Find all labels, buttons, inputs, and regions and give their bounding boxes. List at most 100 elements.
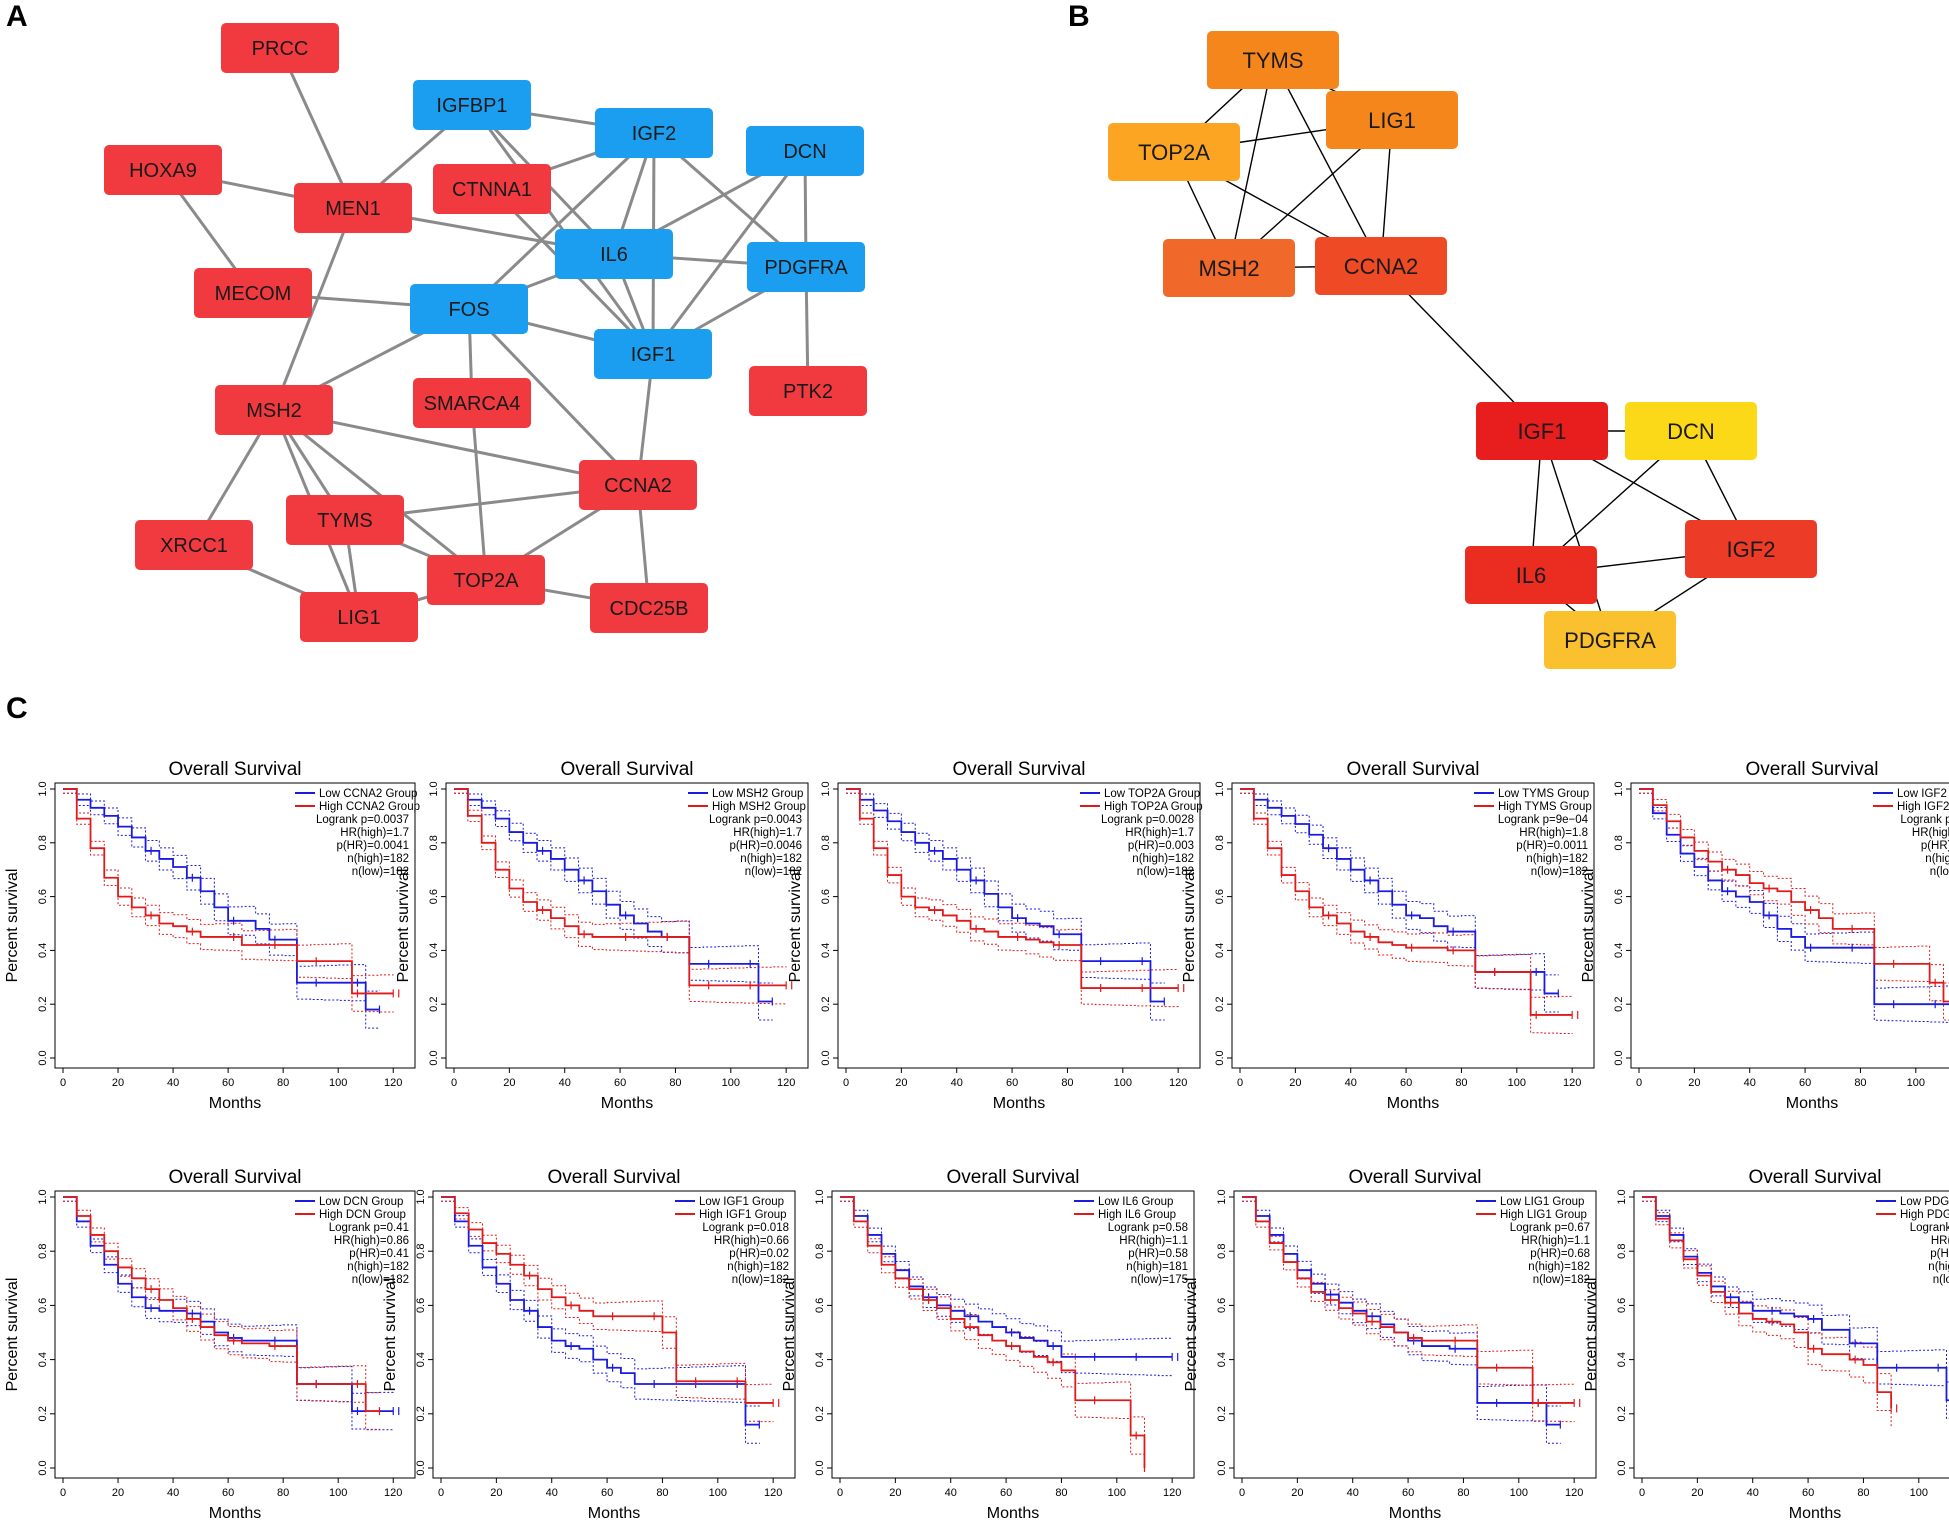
survival-curve-low xyxy=(454,788,773,1003)
ci-upper-high xyxy=(840,1196,1145,1449)
node-a-ptk2[interactable]: PTK2 xyxy=(749,366,867,416)
node-a-fos[interactable]: FOS xyxy=(410,284,528,334)
node-label: CCNA2 xyxy=(604,475,672,497)
network-b-edges xyxy=(1173,59,1752,641)
x-tick-label: 80 xyxy=(277,1077,289,1089)
node-a-men1[interactable]: MEN1 xyxy=(294,183,412,233)
node-label: IGF2 xyxy=(1727,537,1776,562)
y-axis-label: Percent survival xyxy=(1583,1278,1600,1392)
x-tick-label: 0 xyxy=(1636,1077,1642,1089)
node-box xyxy=(135,520,253,570)
x-tick-label: 100 xyxy=(722,1077,740,1089)
node-box xyxy=(294,183,412,233)
y-axis-label: Percent survival xyxy=(4,1278,21,1392)
node-box xyxy=(1544,611,1676,669)
km-stat: Logrank p=0.67 xyxy=(1510,1222,1590,1234)
node-label: TYMS xyxy=(1242,48,1303,73)
node-a-igfbp1[interactable]: IGFBP1 xyxy=(413,80,531,130)
x-tick-label: 80 xyxy=(1854,1077,1866,1089)
x-tick-label: 120 xyxy=(1563,1077,1581,1089)
km-plot-pdgfra: Overall Survival 0.0 0.2 0.4 0.6 0.8 1.0 0 20 40 6… xyxy=(1583,1167,1949,1522)
x-tick-label: 20 xyxy=(112,1077,124,1089)
edge-prcc-men1 xyxy=(278,47,355,209)
node-b-pdgfra[interactable]: PDGFRA xyxy=(1544,611,1676,669)
km-frame xyxy=(1633,1190,1949,1479)
km-plot-il6: Overall Survival 0.0 0.2 0.4 0.6 0.8 1.0 0 20 40 6… xyxy=(781,1167,1195,1522)
node-a-msh2[interactable]: MSH2 xyxy=(215,385,333,435)
x-axis-label: Months xyxy=(209,1095,261,1112)
y-tick-label: 1.0 xyxy=(1613,781,1625,796)
node-label: HOXA9 xyxy=(129,160,197,182)
node-a-hoxa9[interactable]: HOXA9 xyxy=(104,145,222,195)
edge-tyms-ccna2 xyxy=(1272,59,1382,267)
node-b-igf1[interactable]: IGF1 xyxy=(1476,402,1608,460)
node-a-prcc[interactable]: PRCC xyxy=(221,23,339,73)
node-b-tyms[interactable]: TYMS xyxy=(1207,31,1339,89)
y-tick-label: 0.0 xyxy=(415,1460,427,1475)
km-stat: p(HR)=0.0011 xyxy=(1516,840,1588,852)
node-box xyxy=(410,284,528,334)
km-stat: HR(high)=1.1 xyxy=(1119,1235,1188,1247)
node-a-igf2[interactable]: IGF2 xyxy=(595,108,713,158)
node-label: MSH2 xyxy=(1198,256,1259,281)
node-a-lig1[interactable]: LIG1 xyxy=(300,592,418,642)
ci-lower-high xyxy=(1639,792,1949,1021)
km-plot-dcn: Overall Survival 0.0 0.2 0.4 0.6 0.8 1.0 0 20 40 6… xyxy=(4,1167,416,1522)
node-a-pdgfra[interactable]: PDGFRA xyxy=(747,242,865,292)
x-tick-label: 0 xyxy=(1639,1487,1645,1499)
node-label: MEN1 xyxy=(325,198,381,220)
node-box xyxy=(590,583,708,633)
km-stat: HR(high)=0.66 xyxy=(714,1235,789,1247)
node-b-ccna2[interactable]: CCNA2 xyxy=(1315,237,1447,295)
ci-lower-high xyxy=(454,792,787,1005)
legend-label-high: High IGF1 Group xyxy=(699,1209,787,1221)
km-stat: n(low)=175 xyxy=(1131,1274,1188,1286)
x-axis-label: Months xyxy=(601,1095,653,1112)
x-tick-label: 60 xyxy=(222,1077,234,1089)
x-tick-label: 120 xyxy=(1163,1487,1181,1499)
node-a-ctnna1[interactable]: CTNNA1 xyxy=(433,164,551,214)
km-frame xyxy=(445,782,809,1069)
node-b-igf2[interactable]: IGF2 xyxy=(1685,520,1817,578)
legend-label-high: High TYMS Group xyxy=(1498,801,1592,813)
x-tick-label: 20 xyxy=(503,1077,515,1089)
x-tick-label: 60 xyxy=(1802,1487,1814,1499)
km-stat: n(low)=182 xyxy=(1933,1274,1949,1286)
node-b-top2a[interactable]: TOP2A xyxy=(1108,123,1240,181)
node-a-cdc25b[interactable]: CDC25B xyxy=(590,583,708,633)
x-tick-label: 80 xyxy=(1457,1487,1469,1499)
x-tick-label: 100 xyxy=(1114,1077,1132,1089)
x-tick-label: 120 xyxy=(764,1487,782,1499)
node-a-mecom[interactable]: MECOM xyxy=(194,268,312,318)
km-frame xyxy=(54,782,416,1069)
x-axis-label: Months xyxy=(1786,1095,1838,1112)
node-a-tyms[interactable]: TYMS xyxy=(286,495,404,545)
node-b-lig1[interactable]: LIG1 xyxy=(1326,91,1458,149)
x-tick-label: 0 xyxy=(451,1077,457,1089)
edge-tyms-msh2 xyxy=(1228,59,1274,269)
legend-label-high: High CCNA2 Group xyxy=(319,801,420,813)
km-stat: p(HR)=0.41 xyxy=(349,1248,409,1260)
node-label: SMARCA4 xyxy=(424,393,521,415)
km-stat: n(high)=182 xyxy=(1925,853,1949,865)
y-tick-label: 0.6 xyxy=(1613,889,1625,904)
node-b-dcn[interactable]: DCN xyxy=(1625,402,1757,460)
node-label: PDGFRA xyxy=(764,257,848,279)
node-a-ccna2[interactable]: CCNA2 xyxy=(579,460,697,510)
node-b-il6[interactable]: IL6 xyxy=(1465,546,1597,604)
node-a-il6[interactable]: IL6 xyxy=(555,229,673,279)
km-stat: n(high)=182 xyxy=(1132,853,1194,865)
node-a-smarca4[interactable]: SMARCA4 xyxy=(413,378,531,428)
node-label: MECOM xyxy=(215,283,292,305)
node-a-igf1[interactable]: IGF1 xyxy=(594,329,712,379)
node-a-top2a[interactable]: TOP2A xyxy=(427,555,545,605)
panel-label-b: B xyxy=(1068,0,1090,33)
node-b-msh2[interactable]: MSH2 xyxy=(1163,239,1295,297)
x-tick-label: 120 xyxy=(384,1487,402,1499)
node-a-dcn[interactable]: DCN xyxy=(746,126,864,176)
node-label: CCNA2 xyxy=(1344,254,1419,279)
y-tick-label: 0.0 xyxy=(820,1050,832,1065)
km-plot-top2a: Overall Survival 0.0 0.2 0.4 0.6 0.8 1.0 0 20 40 6… xyxy=(787,759,1203,1112)
node-a-xrcc1[interactable]: XRCC1 xyxy=(135,520,253,570)
ci-upper-low xyxy=(1642,1196,1949,1383)
